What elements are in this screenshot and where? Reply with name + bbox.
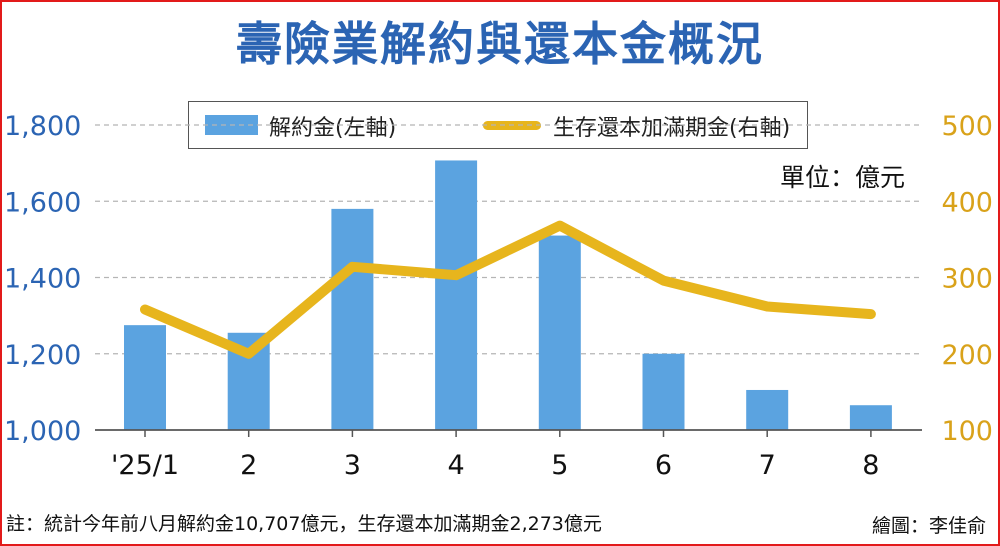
right-tick-label: 400 — [941, 187, 993, 218]
left-tick-label: 1,200 — [4, 340, 81, 371]
footnote: 註：統計今年前八月解約金10,707億元，生存還本加滿期金2,273億元 — [6, 513, 602, 535]
left-tick-label: 1,800 — [4, 111, 81, 142]
x-tick-label: 4 — [448, 450, 465, 481]
bar — [124, 325, 166, 430]
credit: 繪圖：李佳俞 — [871, 515, 986, 537]
unit-label: 單位：億元 — [780, 163, 906, 192]
legend-line-label: 生存還本加滿期金(右軸) — [553, 116, 791, 141]
bar — [331, 208, 374, 430]
x-tick-label: '25/1 — [111, 450, 179, 481]
x-tick-label: 2 — [240, 450, 257, 481]
x-tick-label: 8 — [862, 450, 879, 481]
bar — [746, 389, 789, 430]
right-tick-label: 500 — [941, 111, 993, 142]
bar — [435, 160, 478, 431]
left-tick-label: 1,400 — [4, 264, 81, 295]
bar — [642, 353, 685, 430]
x-tick-label: 5 — [551, 450, 568, 481]
line-series — [140, 220, 876, 359]
right-tick-label: 200 — [941, 340, 993, 371]
x-tick-label: 7 — [759, 450, 776, 481]
right-tick-label: 300 — [941, 264, 993, 295]
chart-title: 壽險業解約與還本金概況 — [236, 17, 764, 71]
legend: 解約金(左軸) 生存還本加滿期金(右軸) — [188, 101, 808, 149]
bar — [538, 235, 581, 430]
left-tick-label: 1,600 — [4, 187, 81, 218]
x-tick-label: 3 — [344, 450, 361, 481]
bar — [849, 405, 892, 430]
x-tick-label: 6 — [655, 450, 672, 481]
right-tick-label: 100 — [941, 416, 993, 447]
left-tick-label: 1,000 — [4, 416, 81, 447]
legend-bar-label: 解約金(左軸) — [269, 116, 397, 141]
